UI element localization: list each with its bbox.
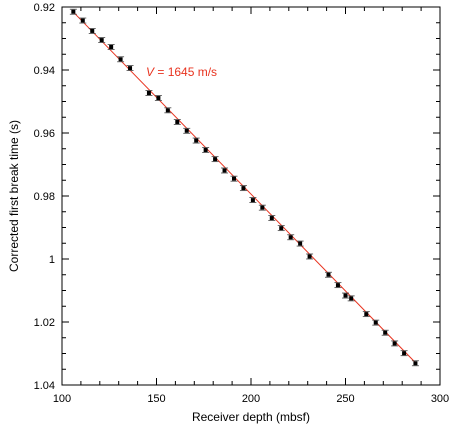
data-point [175,119,180,124]
x-tick-label: 100 [53,393,71,405]
x-tick-label: 300 [431,393,449,405]
data-point [326,272,331,277]
plot-area: 100 150 200 250 300 0.92 0.94 0.96 0.98 1 1.02 1.0… [34,2,450,405]
data-point [383,330,388,335]
y-tick-label: 0.94 [34,65,55,77]
data-point [165,108,170,113]
x-axis-label: Receiver depth (mbsf) [192,410,310,424]
data-point [184,128,189,133]
x-axis-ticks [61,7,441,385]
data-point [71,9,76,14]
y-tick-label: 0.92 [34,2,55,14]
data-point [203,148,208,153]
x-tick-label: 200 [242,393,260,405]
data-point [307,254,312,259]
data-point [335,283,340,288]
y-tick-label: 0.96 [34,128,55,140]
x-tick-label: 250 [336,393,354,405]
data-point [402,351,407,356]
data-point [250,198,255,203]
y-tick-label: 0.98 [34,191,55,203]
data-point [392,341,397,346]
data-point [260,205,265,210]
data-point [128,66,133,71]
plot-frame [61,6,441,386]
data-point [298,241,303,246]
data-point [90,28,95,33]
data-point [413,361,418,366]
data-point [80,18,85,23]
velocity-annotation-value: = 1645 m/s [154,65,217,79]
data-point [343,293,348,298]
y-axis-tick-labels: 0.92 0.94 0.96 0.98 1 1.02 1.04 [34,2,55,392]
y-axis-label: Corrected first break time (s) [7,120,21,272]
data-point [241,186,246,191]
x-tick-label: 150 [147,393,165,405]
y-axis-ticks [62,6,440,386]
data-point [109,45,114,50]
y-tick-label: 1.02 [34,317,55,329]
data-point [222,168,227,173]
error-bars [69,8,419,367]
velocity-annotation-var: V [146,65,155,79]
data-point [213,157,218,162]
data-point [288,235,293,240]
data-point [156,96,161,101]
y-tick-label: 1 [49,254,55,266]
data-point [231,176,236,181]
data-point [364,312,369,317]
data-point [146,90,151,95]
data-points [71,9,418,366]
data-point [269,216,274,221]
y-tick-label: 1.04 [34,380,55,392]
data-point [194,138,199,143]
data-point [349,296,354,301]
data-point [118,57,123,62]
data-point [279,226,284,231]
x-axis-tick-labels: 100 150 200 250 300 [53,393,449,405]
data-point [99,38,104,43]
velocity-annotation: V = 1645 m/s [146,65,217,79]
data-point [373,320,378,325]
